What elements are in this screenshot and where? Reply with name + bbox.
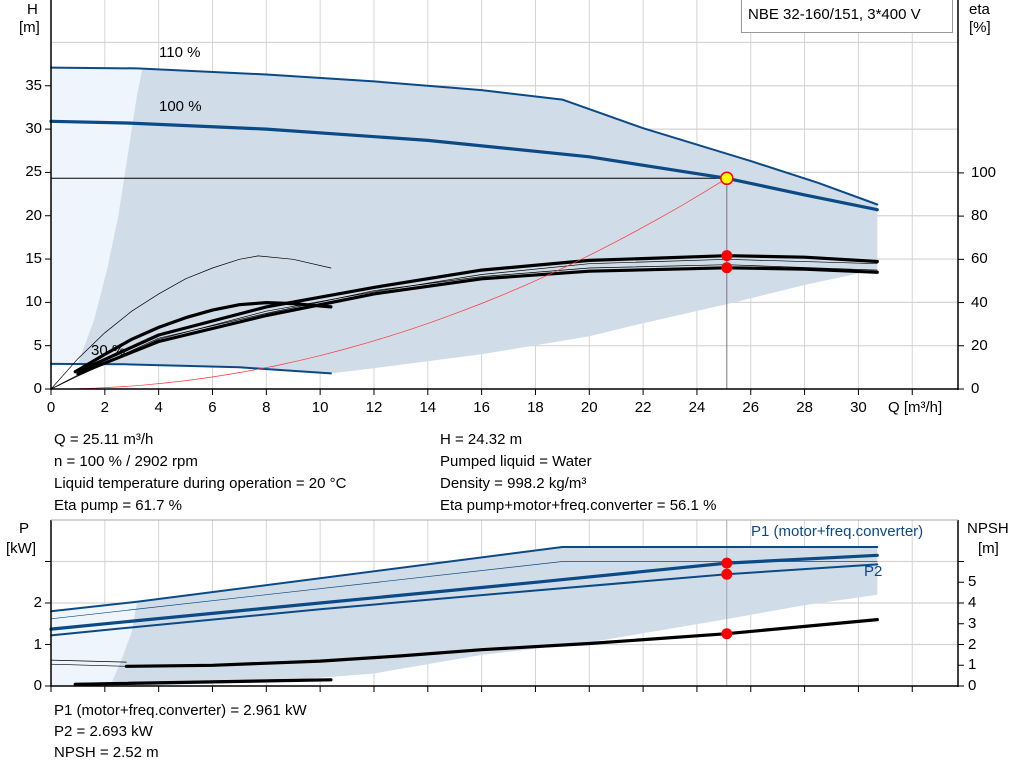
x-tick-label: 6 <box>208 399 217 416</box>
pump-label-box: NBE 32-160/151, 3*400 V <box>741 0 953 33</box>
y-axis-label-left: H <box>27 1 38 18</box>
x-tick-label: 2 <box>100 399 109 416</box>
y-axis-label-right: NPSH <box>967 520 1009 537</box>
operating-area <box>110 547 878 686</box>
pump-label: NBE 32-160/151, 3*400 V <box>748 6 921 23</box>
operating-point-marker <box>721 568 733 580</box>
x-tick-label: 18 <box>527 399 544 416</box>
info-bottom-0: P1 (motor+freq.converter) = 2.961 kW <box>54 702 307 719</box>
curve-series-5 <box>76 266 879 376</box>
y-tick-label-left: 2 <box>33 594 42 611</box>
x-tick-label: 14 <box>419 399 437 416</box>
y-tick-label-left: 5 <box>33 336 42 354</box>
y-tick-label-right: 3 <box>968 614 977 632</box>
curve-p1-motor-freq-converter- <box>49 553 879 631</box>
curve-series-7 <box>50 659 127 663</box>
y-tick-label-left: 15 <box>25 250 42 268</box>
operating-point-marker <box>721 557 733 569</box>
y-tick-label-right: 40 <box>971 293 988 311</box>
info-right-2: Density = 998.2 kg/m³ <box>440 475 587 492</box>
y-tick-label-left: 35 <box>25 76 42 94</box>
x-tick-label: 22 <box>634 399 652 416</box>
x-tick-label: 12 <box>365 399 383 416</box>
curve-series-3 <box>76 254 879 374</box>
x-axis-label: Q [m³/h] <box>888 399 943 416</box>
x-tick-label: 0 <box>46 399 56 416</box>
operating-point-marker <box>721 628 733 640</box>
y-tick-label-right: 4 <box>968 594 977 611</box>
x-tick-label: 16 <box>473 399 490 416</box>
p1-label: P1 (motor+freq.converter) <box>751 523 924 540</box>
info-right-1: Pumped liquid = Water <box>440 453 592 470</box>
curve-series-8 <box>73 301 333 374</box>
p2-label: P2 <box>864 563 883 580</box>
y-tick-label-left: 10 <box>25 293 42 311</box>
info-bottom-1: P2 = 2.693 kW <box>54 723 153 740</box>
curve-110- <box>50 66 879 206</box>
y-axis-unit-left: [m] <box>19 19 40 36</box>
y-tick-label-left: 0 <box>33 380 42 397</box>
y-tick-label-right: 0 <box>971 380 980 397</box>
y-axis-label-right: eta <box>969 1 990 18</box>
y-tick-label-left: 30 <box>25 120 42 138</box>
info-left-3: Eta pump = 61.7 % <box>54 497 182 514</box>
y-tick-label-right: 100 <box>971 163 997 181</box>
y-tick-label-right: 5 <box>968 573 977 591</box>
curve-npsh <box>124 617 879 668</box>
x-tick-label: 26 <box>742 399 760 416</box>
x-tick-label: 10 <box>311 399 329 416</box>
x-tick-label: 28 <box>796 399 813 416</box>
info-left-2: Liquid temperature during operation = 20… <box>54 475 347 492</box>
y-axis-label-left: P <box>19 520 30 537</box>
x-tick-label: 4 <box>154 399 163 416</box>
y-axis-unit-left: [kW] <box>6 540 36 557</box>
y-tick-label-right: 60 <box>971 250 988 268</box>
y-tick-label-right: 80 <box>971 207 988 225</box>
x-tick-label: 24 <box>688 399 706 416</box>
curve-series-8 <box>50 663 127 667</box>
y-tick-label-left: 25 <box>25 163 42 181</box>
curve-series-5 <box>73 678 333 686</box>
curve-series-7 <box>50 255 332 390</box>
y-axis-unit-right: [m] <box>978 540 999 557</box>
x-tick-label: 8 <box>262 399 271 416</box>
y-tick-label-right: 0 <box>968 677 977 694</box>
light-area <box>51 67 143 364</box>
info-right-3: Eta pump+motor+freq.converter = 56.1 % <box>440 497 717 514</box>
eta-pump-marker <box>721 250 733 262</box>
y-tick-label-left: 0 <box>33 677 42 694</box>
curve-100- <box>49 119 879 212</box>
info-left-0: Q = 25.11 m³/h <box>54 431 154 448</box>
y-axis-unit-right: [%] <box>969 19 991 36</box>
speed-label-30: 30 % <box>91 342 126 359</box>
y-tick-label-right: 20 <box>971 336 988 354</box>
y-tick-label-right: 1 <box>968 656 977 674</box>
speed-label-100: 100 % <box>159 98 202 115</box>
y-tick-label-left: 1 <box>33 635 42 653</box>
curve-p2 <box>50 563 879 637</box>
info-bottom-2: NPSH = 2.52 m <box>54 744 159 761</box>
speed-label-110: 110 % <box>159 44 201 61</box>
info-right-0: H = 24.32 m <box>440 431 523 448</box>
y-tick-label-left: 20 <box>25 206 42 224</box>
duty-point-marker <box>720 171 734 186</box>
curve-series-6 <box>50 264 878 390</box>
eta-total-marker <box>721 262 733 274</box>
curve-system <box>50 177 728 390</box>
curve-series-0 <box>50 546 879 613</box>
x-tick-label: 20 <box>580 399 598 416</box>
operating-area <box>77 68 878 374</box>
x-tick-label: 30 <box>850 399 867 416</box>
y-tick-label-right: 2 <box>968 635 977 653</box>
info-left-1: n = 100 % / 2902 rpm <box>54 453 198 470</box>
